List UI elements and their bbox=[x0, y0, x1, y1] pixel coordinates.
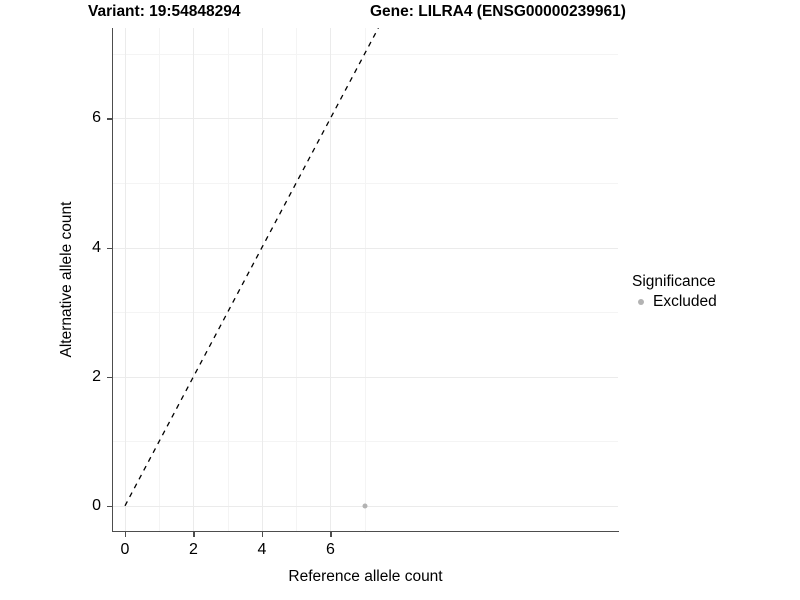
gridline-minor bbox=[113, 53, 618, 55]
gridline-major bbox=[113, 118, 618, 120]
x-axis-tick-label: 4 bbox=[257, 541, 267, 558]
legend-item-excluded[interactable]: Excluded bbox=[632, 293, 717, 311]
y-axis-line bbox=[112, 28, 114, 532]
y-axis-tick bbox=[107, 247, 112, 249]
plot-panel bbox=[113, 28, 618, 531]
gridline-minor bbox=[227, 28, 229, 531]
variant-title: Variant: 19:54848294 bbox=[88, 3, 241, 20]
x-axis-line bbox=[113, 531, 619, 533]
legend: Significance Excluded bbox=[632, 272, 717, 311]
gridline-minor bbox=[113, 441, 618, 443]
gridline-major bbox=[193, 28, 195, 531]
gene-title: Gene: LILRA4 (ENSG00000239961) bbox=[370, 3, 626, 20]
gridline-minor bbox=[296, 28, 298, 531]
x-axis-tick-label: 6 bbox=[325, 541, 335, 558]
x-axis-title: Reference allele count bbox=[288, 568, 443, 585]
gridline-major bbox=[261, 28, 263, 531]
gridline-major bbox=[124, 28, 126, 531]
gridline-minor bbox=[113, 182, 618, 184]
gridline-minor bbox=[364, 28, 366, 531]
y-axis-tick bbox=[107, 376, 112, 378]
gridline-minor bbox=[159, 28, 161, 531]
gridline-major bbox=[330, 28, 332, 531]
y-axis-tick-label: 2 bbox=[92, 367, 101, 385]
y-axis-title: Alternative allele count bbox=[58, 201, 75, 358]
chart-title-row: Variant: 19:54848294 Gene: LILRA4 (ENSG0… bbox=[0, 3, 800, 27]
y-axis-tick-label: 4 bbox=[92, 238, 101, 256]
x-axis-tick bbox=[193, 532, 195, 537]
legend-key-circle-icon bbox=[632, 293, 650, 311]
y-axis-tick bbox=[107, 118, 112, 120]
legend-title: Significance bbox=[632, 273, 716, 290]
y-axis-tick-label: 6 bbox=[92, 109, 101, 127]
x-axis-tick-label: 0 bbox=[120, 541, 130, 558]
gridline-major bbox=[113, 376, 618, 378]
x-axis-tick bbox=[124, 532, 127, 537]
gridline-minor bbox=[113, 312, 618, 314]
gridline-major bbox=[113, 247, 618, 249]
data-point[interactable] bbox=[362, 503, 368, 509]
x-axis-tick-label: 2 bbox=[189, 541, 198, 558]
y-axis-tick bbox=[107, 505, 112, 507]
x-axis-tick bbox=[261, 532, 264, 537]
y-axis-tick-label: 0 bbox=[92, 496, 101, 514]
legend-item-label: Excluded bbox=[653, 293, 717, 310]
x-axis-tick bbox=[330, 532, 332, 537]
